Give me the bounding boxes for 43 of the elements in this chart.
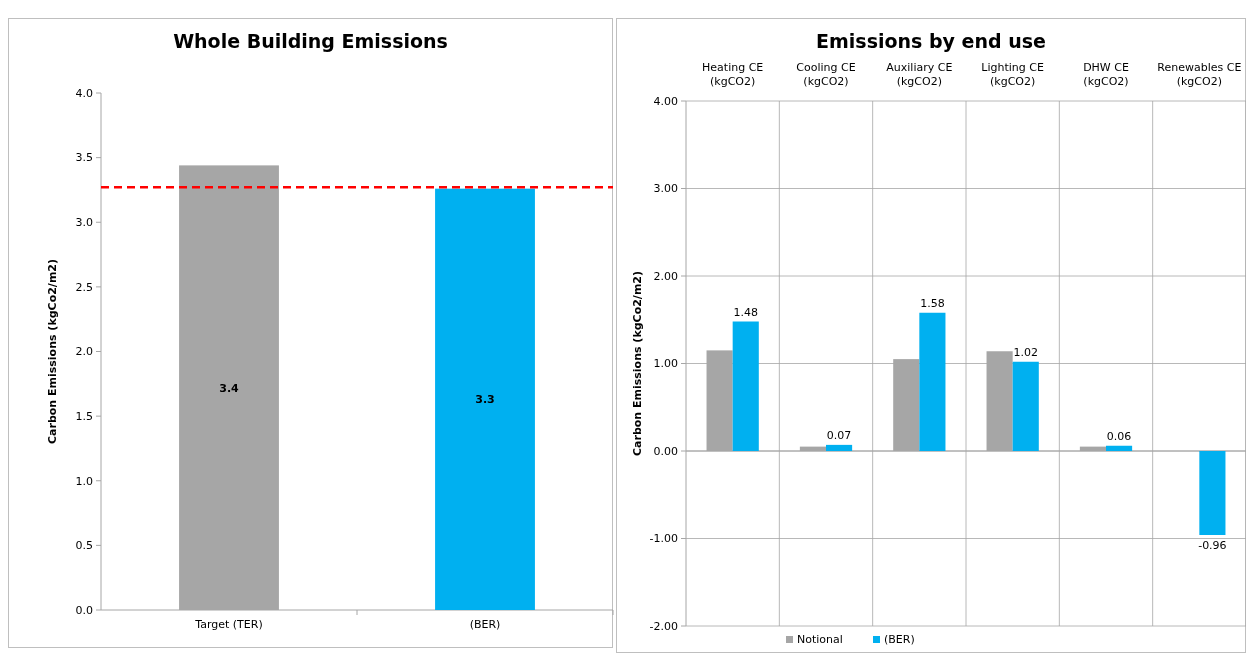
x-tick-label: DHW CE (kgCO2): [1083, 61, 1129, 88]
y-tick-label: 0.00: [653, 444, 678, 458]
bar: [732, 321, 759, 451]
x-tick-label: Cooling CE (kgCO2): [796, 61, 856, 88]
data-label: 0.07: [826, 428, 852, 442]
y-tick-label: -2.00: [649, 619, 678, 633]
y-tick-label: 2.5: [75, 280, 93, 294]
data-label: 1.48: [733, 305, 758, 319]
y-tick-label: 0.0: [75, 603, 93, 617]
y-tick-label: 4.00: [653, 94, 678, 108]
y-tick-label: -1.00: [649, 532, 678, 546]
bar: [919, 312, 946, 451]
y-tick-label: 2.00: [653, 269, 678, 283]
y-tick-label: 1.00: [653, 357, 678, 371]
data-label: 1.58: [920, 296, 945, 310]
bar: [826, 444, 853, 451]
legend-label: Notional: [797, 633, 843, 646]
x-tick-label: Target (TER): [194, 618, 263, 631]
bar: [1012, 361, 1039, 451]
y-tick-label: 4.0: [75, 86, 93, 100]
y-axis-title: Carbon Emissions (kgCo2/m2): [631, 270, 644, 457]
bar: [1106, 445, 1133, 451]
data-label: 3.4: [219, 381, 240, 395]
chart-title: Whole Building Emissions: [173, 30, 448, 52]
chart-title: Emissions by end use: [816, 30, 1046, 52]
y-tick-label: 3.5: [75, 151, 93, 165]
y-tick-label: 2.0: [75, 345, 93, 359]
data-label: 3.3: [475, 393, 495, 407]
y-tick-label: 3.0: [75, 216, 93, 230]
y-tick-label: 0.5: [75, 539, 93, 553]
x-tick-label: Auxiliary CE (kgCO2): [886, 61, 953, 88]
y-axis-title: Carbon Emissions (kgCo2/m2): [46, 258, 59, 445]
y-tick-label: 3.00: [653, 182, 678, 196]
x-tick-label: Renewables CE (kgCO2): [1157, 61, 1242, 88]
data-label: -0.96: [1198, 539, 1227, 552]
legend-label: (BER): [884, 633, 915, 646]
x-tick-label: Lighting CE (kgCO2): [981, 61, 1045, 88]
data-label: 1.02: [1013, 345, 1038, 359]
y-tick-label: 1.0: [75, 474, 93, 488]
y-tick-label: 1.5: [75, 409, 93, 423]
bar: [1199, 451, 1226, 535]
data-label: 0.06: [1106, 429, 1132, 443]
x-tick-label: Heating CE (kgCO2): [702, 61, 764, 88]
